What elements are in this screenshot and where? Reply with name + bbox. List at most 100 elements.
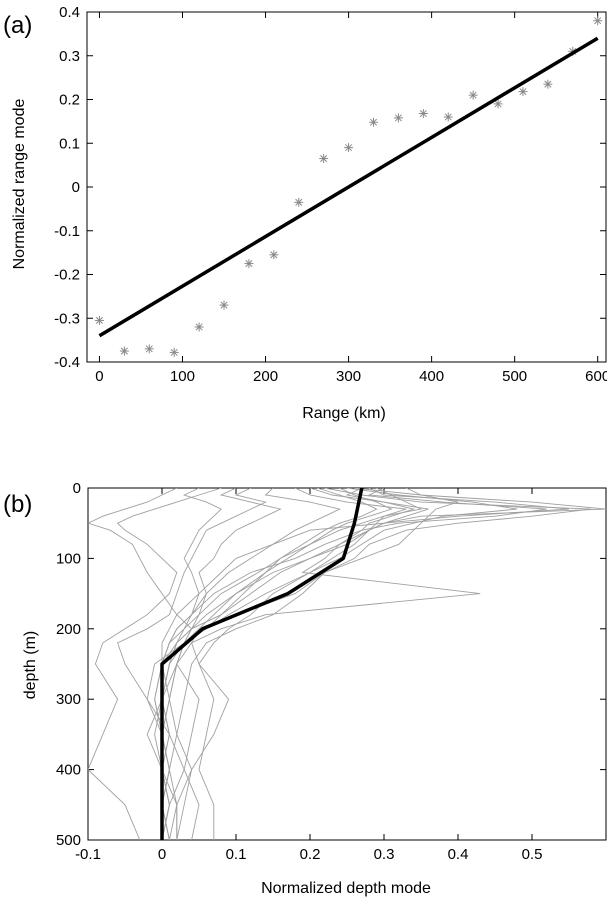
data-point-stroke [394, 114, 402, 122]
profile-line [154, 488, 407, 840]
data-point [393, 113, 403, 123]
data-point-stroke [594, 17, 602, 25]
panel-b-label: (b) [3, 491, 32, 518]
x-tick-label: 400 [419, 368, 444, 385]
data-point-stroke [220, 301, 228, 309]
data-point [269, 250, 279, 260]
profiles-group [88, 488, 606, 840]
profile-line [176, 488, 481, 840]
data-point-stroke [95, 316, 103, 324]
y-tick-label: 0 [73, 480, 81, 497]
data-point-stroke [170, 348, 178, 356]
x-tick-label: 0.2 [300, 846, 321, 863]
data-point-stroke [494, 100, 502, 108]
x-tick-label: 300 [336, 368, 361, 385]
data-point-stroke [544, 80, 552, 88]
panel-a-label: (a) [3, 12, 32, 39]
profile-line [161, 488, 606, 840]
data-point-stroke [469, 91, 477, 99]
profile-line [161, 488, 341, 840]
y-tick-label: 0.4 [59, 4, 80, 21]
profile-line [176, 488, 423, 840]
data-point-stroke [519, 88, 527, 96]
profile-line [146, 488, 378, 840]
data-point [244, 259, 254, 269]
data-point [294, 197, 304, 207]
y-tick-label: 400 [56, 762, 81, 779]
mean-profile-line [160, 488, 364, 840]
x-tick-label: 0.1 [226, 846, 247, 863]
data-point-stroke [345, 144, 353, 152]
data-point-stroke [270, 251, 278, 259]
data-point [593, 16, 603, 26]
x-tick-label: 500 [502, 368, 527, 385]
data-point [468, 90, 478, 100]
data-point [493, 99, 503, 109]
panel-a-ticks: 0 100 200 300 400 500 600 -0.4 -0.3 -0.2 -0.1 0 0.1 0… [54, 4, 607, 385]
y-tick-label: 0.1 [59, 135, 80, 152]
profile-line [161, 488, 570, 840]
x-tick-label: 0.3 [374, 846, 395, 863]
panel-b-ylabel: depth (m) [22, 631, 39, 699]
profile-line [161, 488, 518, 840]
x-tick-label: 600 [585, 368, 607, 385]
y-tick-label: 0 [72, 179, 80, 196]
fit-line [98, 36, 599, 338]
data-point [319, 154, 329, 164]
y-tick-label: 0.3 [59, 48, 80, 65]
profile-line [161, 488, 592, 840]
x-tick-label: 200 [253, 368, 278, 385]
y-tick-label: -0.1 [54, 223, 80, 240]
data-point-stroke [295, 198, 303, 206]
y-tick-label: 0.2 [59, 92, 80, 109]
panel-a: (a) Normalized range mode Range (km) 0 10… [3, 4, 607, 422]
x-tick-label: 0 [95, 368, 103, 385]
profile-line [88, 488, 222, 840]
data-point-stroke [320, 155, 328, 163]
profile-line [117, 488, 267, 840]
y-tick-label: 100 [56, 550, 81, 567]
x-tick-label: 100 [170, 368, 195, 385]
data-point-stroke [419, 109, 427, 118]
data-point-stroke [145, 345, 153, 353]
y-tick-label: 500 [56, 832, 81, 849]
panel-a-marks [94, 16, 603, 357]
data-point [368, 117, 378, 127]
data-point [94, 315, 104, 325]
panel-b: (b) depth (m) Normalized depth mode -0.1… [3, 480, 607, 897]
data-point [169, 347, 179, 357]
panel-b-marks [88, 488, 606, 840]
panel-a-xlabel: Range (km) [302, 405, 386, 422]
y-tick-label: -0.2 [54, 267, 80, 284]
x-tick-label: 0 [158, 846, 166, 863]
y-tick-label: 200 [56, 621, 81, 638]
x-tick-label: 0.4 [448, 846, 469, 863]
data-point [443, 112, 453, 122]
profile-line [146, 488, 222, 840]
profile-line [176, 488, 459, 840]
data-point [543, 79, 553, 89]
profile-line [161, 488, 429, 840]
data-point [344, 143, 354, 153]
data-point-stroke [369, 118, 378, 126]
data-point [194, 322, 204, 332]
data-point-stroke [245, 260, 253, 268]
profile-line [88, 488, 193, 840]
y-tick-label: -0.3 [54, 310, 80, 327]
x-tick-label: -0.1 [75, 846, 101, 863]
data-point [418, 109, 428, 118]
data-point [219, 300, 229, 310]
data-point [119, 346, 129, 356]
profile-line [154, 488, 547, 840]
data-point-stroke [444, 113, 452, 121]
data-point [144, 344, 154, 354]
y-tick-label: -0.4 [54, 354, 80, 371]
data-point [518, 87, 528, 97]
panel-b-ticks: -0.1 0 0.1 0.2 0.3 0.4 0.5 0 100 200 300 400 500 [56, 480, 606, 863]
data-point-stroke [120, 347, 128, 355]
profile-line [191, 488, 393, 840]
data-point-stroke [195, 323, 203, 331]
panel-a-ylabel: Normalized range mode [11, 99, 28, 270]
x-tick-label: 0.5 [522, 846, 543, 863]
